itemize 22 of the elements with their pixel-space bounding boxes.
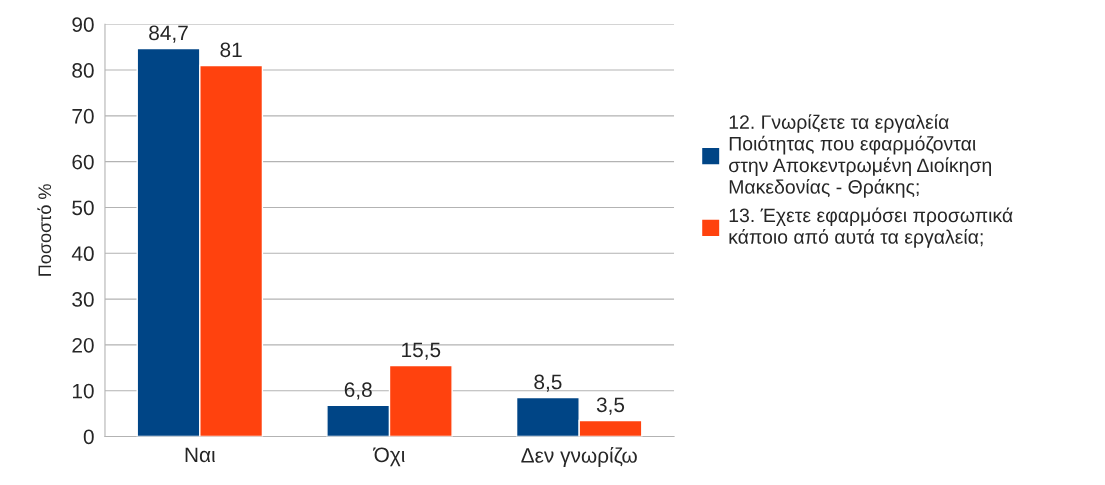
data-label: 8,5 bbox=[534, 374, 562, 392]
y-tick-label: 10 bbox=[72, 383, 94, 399]
y-tick-label: 0 bbox=[83, 429, 94, 445]
data-label: 81 bbox=[220, 42, 242, 58]
y-tick-label: 90 bbox=[72, 17, 94, 32]
x-tick-label: Δεν γνωρίζω bbox=[521, 446, 637, 467]
legend-label: 13. Έχετε εφαρμόσει προσωπικά κάποιο από αυτά τα εργαλεία; bbox=[729, 207, 1013, 248]
y-tick-label: 70 bbox=[72, 108, 94, 124]
y-tick-label: 80 bbox=[72, 63, 94, 78]
y-axis-title: Ποσοστό % bbox=[37, 184, 52, 276]
legend-label: 12. Γνωρίζετε τα εργαλεία Ποιότητας που εφαρμόζονται στην Αποκεντρωμένη Διοίκηση Μακεδονίας - Θράκης; bbox=[729, 114, 991, 198]
y-tick-label: 60 bbox=[72, 154, 94, 170]
data-label: 15,5 bbox=[402, 342, 441, 360]
y-tick-label: 40 bbox=[71, 246, 94, 262]
y-tick-label: 20 bbox=[72, 337, 94, 353]
data-label: 84,7 bbox=[149, 25, 188, 43]
y-tick-label: 30 bbox=[72, 292, 94, 307]
x-tick-label: Όχι bbox=[372, 447, 405, 467]
y-tick-label: 50 bbox=[72, 200, 94, 216]
x-tick-label: Ναι bbox=[185, 447, 216, 463]
data-label: 3,5 bbox=[596, 397, 625, 415]
data-label: 6,8 bbox=[344, 382, 372, 400]
